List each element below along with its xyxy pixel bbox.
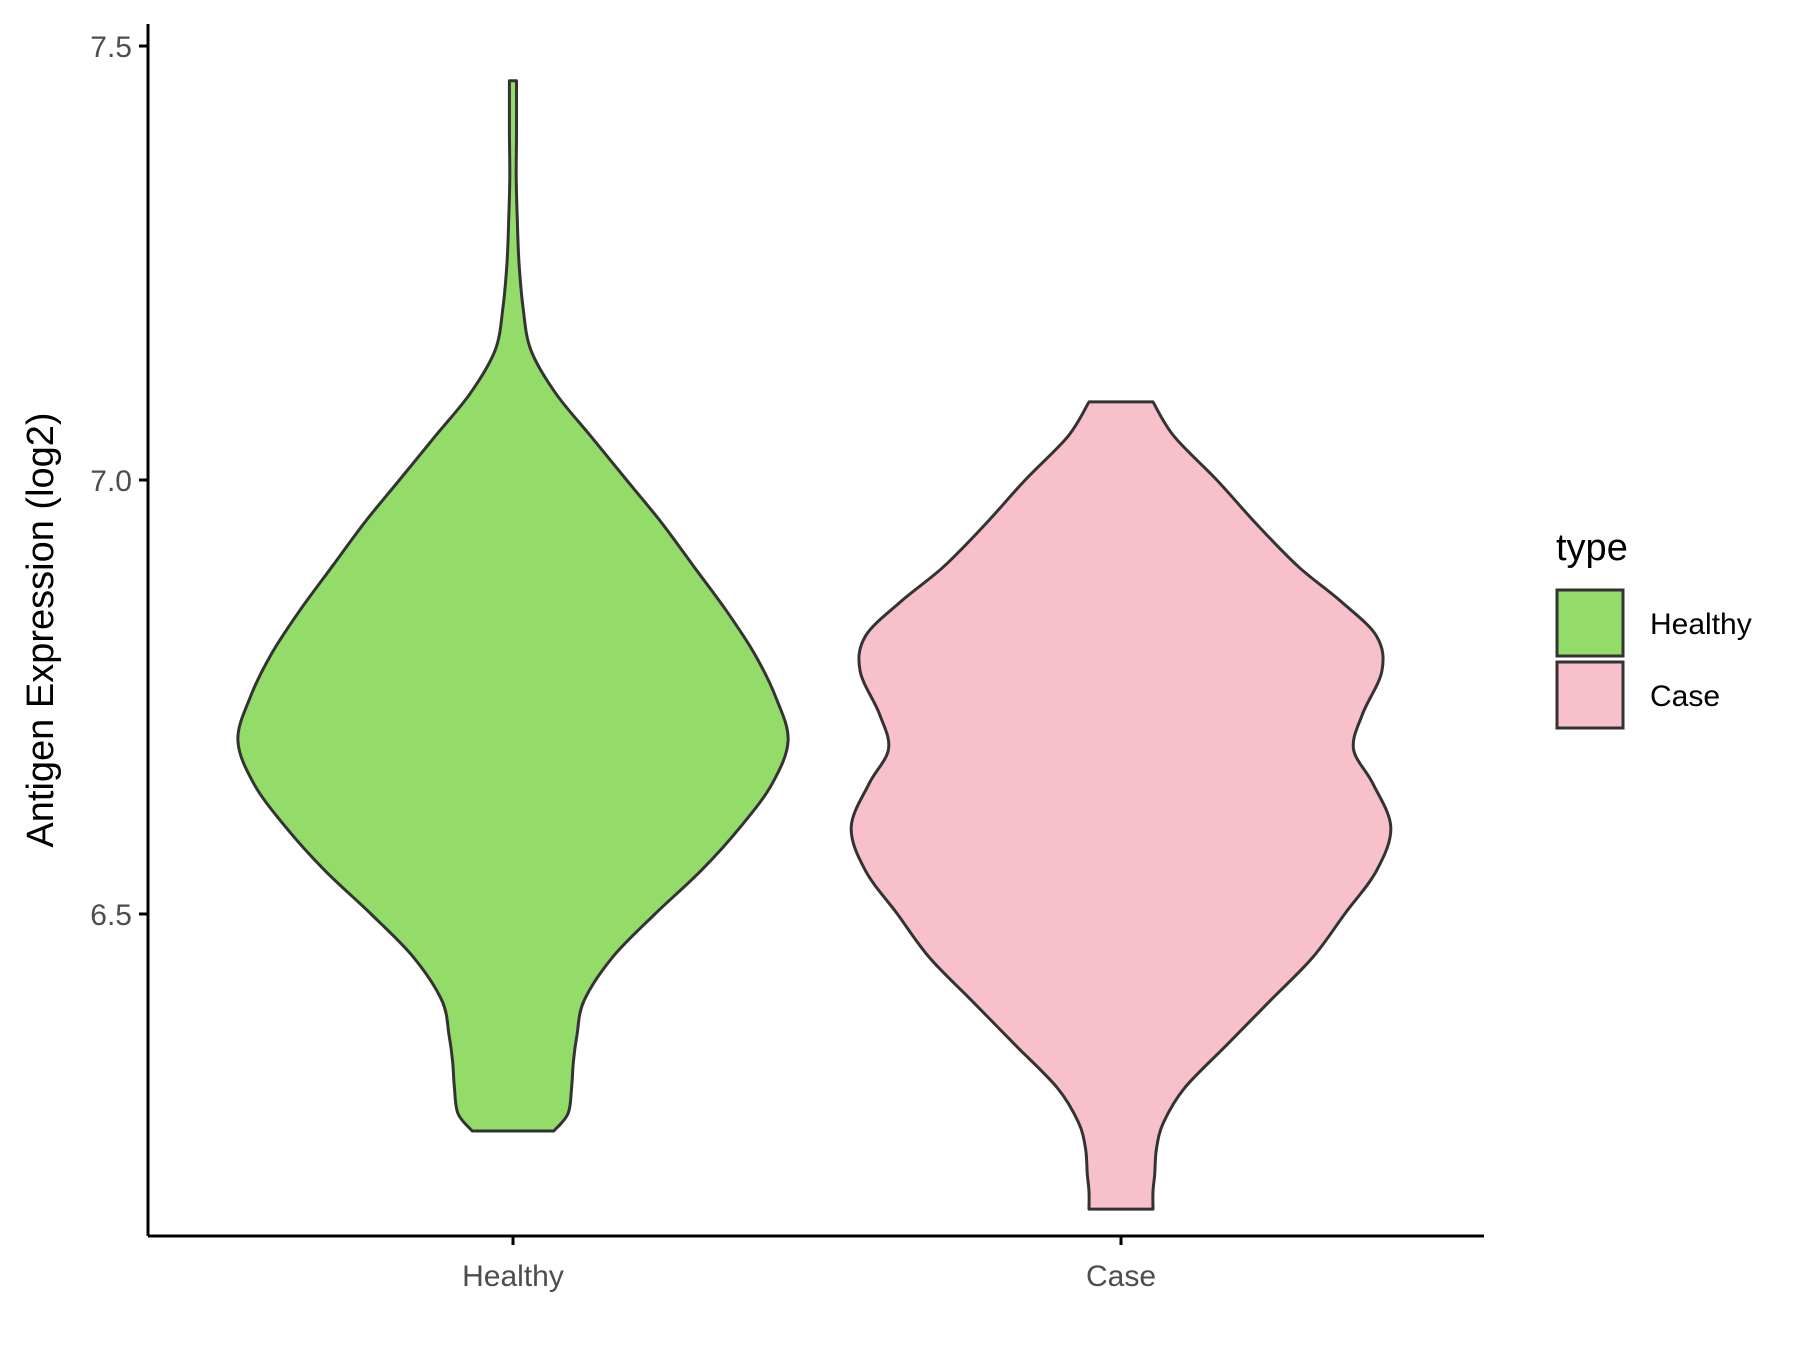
y-tick-label: 6.5 [90, 899, 132, 932]
violin-case [849, 400, 1393, 1211]
legend-label-healthy: Healthy [1650, 608, 1752, 641]
x-axis-ticks: Healthy Case [462, 1236, 1156, 1293]
violin-healthy [236, 79, 790, 1133]
legend-swatch-case [1555, 660, 1625, 730]
y-tick-label: 7.5 [90, 31, 132, 64]
legend-label-case: Case [1650, 680, 1720, 713]
y-axis-title: Antigen Expression (log2) [20, 412, 62, 847]
y-axis-ticks: 6.5 7.0 7.5 [90, 31, 148, 932]
x-tick-label: Case [1086, 1260, 1156, 1293]
legend-items: Healthy Case [1555, 588, 1752, 730]
y-tick-label: 7.0 [90, 465, 132, 498]
legend: type Healthy Case [1555, 527, 1752, 730]
x-tick-label: Healthy [462, 1260, 564, 1293]
legend-swatch-healthy [1555, 588, 1625, 658]
violin-group [236, 79, 1393, 1211]
legend-title: type [1556, 527, 1628, 569]
